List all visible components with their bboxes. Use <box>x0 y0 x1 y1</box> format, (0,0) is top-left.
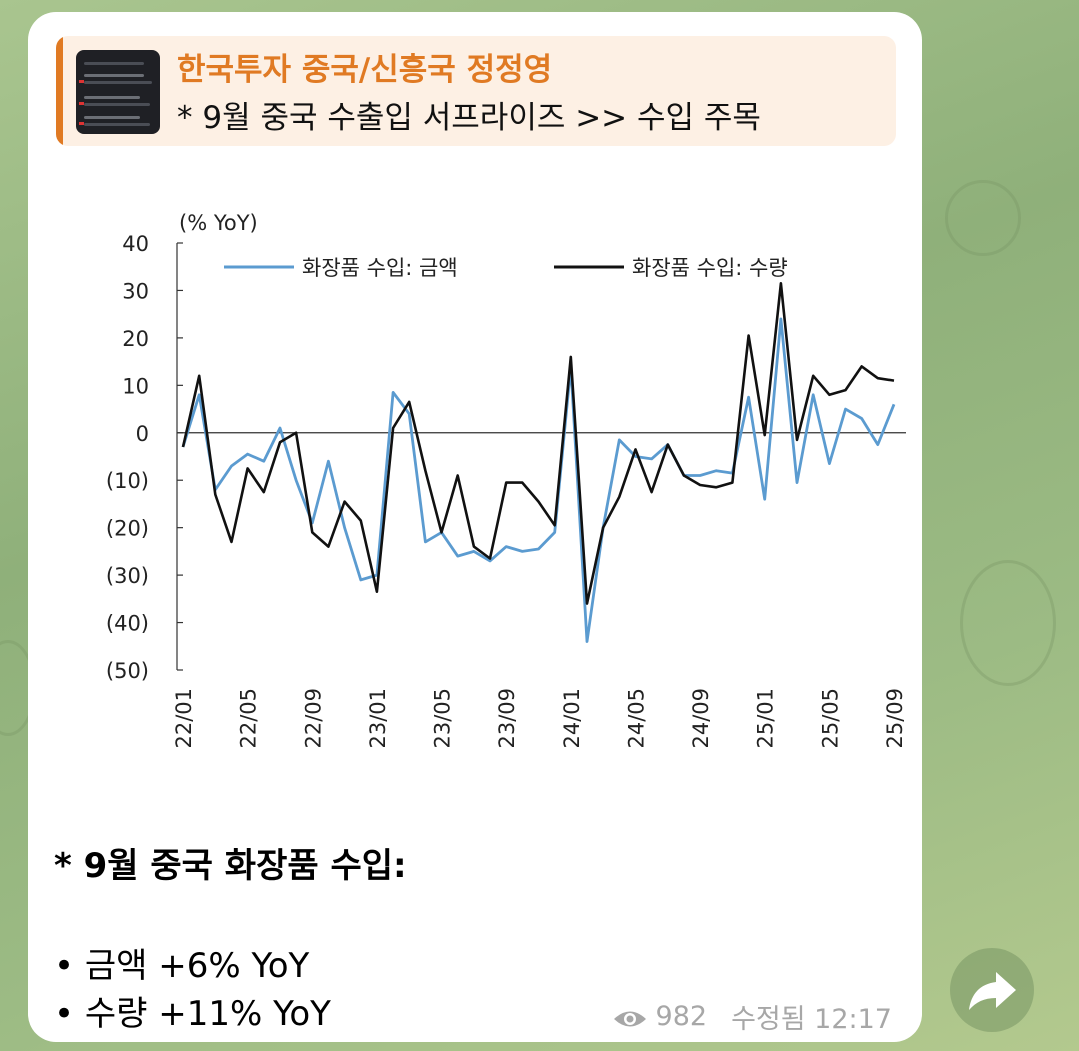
x-tick-label: 23/05 <box>431 688 455 749</box>
message-heading: * 9월 중국 화장품 수입: <box>54 846 407 886</box>
y-tick-label: 40 <box>122 232 149 256</box>
y-tick-label: (40) <box>106 612 149 636</box>
y-axis: 40 30 20 10 0 (10) (20) (30) (40) (50) <box>106 232 183 683</box>
x-tick-label-group: 22/05 <box>237 688 261 749</box>
x-tick-label: 22/01 <box>172 688 196 749</box>
forward-arrow-icon <box>969 972 1016 1010</box>
reply-preview[interactable]: 한국투자 중국/신흥국 정정영 * 9월 중국 수출입 서프라이즈 >> 수입 … <box>56 36 896 146</box>
reply-subtitle: * 9월 중국 수출입 서프라이즈 >> 수입 주목 <box>177 100 761 136</box>
forward-button[interactable] <box>950 948 1034 1032</box>
bullet-amount: • 금액 +6% YoY <box>54 946 310 986</box>
x-tick-label: 25/05 <box>818 688 842 749</box>
y-tick-label: 10 <box>122 374 149 398</box>
y-tick-label: 20 <box>122 327 149 351</box>
y-tick-label: (50) <box>106 659 149 683</box>
eye-icon <box>612 1006 648 1028</box>
wallpaper-doodle <box>945 180 1021 256</box>
x-tick-label: 23/01 <box>366 688 390 749</box>
x-tick-label-group: 23/05 <box>431 688 455 749</box>
view-count: 982 <box>655 1001 708 1032</box>
x-tick-label-group: 22/09 <box>301 688 325 749</box>
y-tick-label: (20) <box>106 517 149 541</box>
y-tick-label: 30 <box>122 279 149 303</box>
x-tick-label-group: 24/09 <box>689 688 713 749</box>
x-tick-label: 24/09 <box>689 688 713 749</box>
x-tick-label: 22/09 <box>301 688 325 749</box>
x-tick-label-group: 22/01 <box>172 688 196 749</box>
x-tick-label: 25/01 <box>754 688 778 749</box>
bullet-volume: • 수량 +11% YoY <box>54 994 331 1034</box>
y-tick-label: (30) <box>106 564 149 588</box>
line-chart: (% YoY) 40 30 20 10 0 (10) (20) (30) (40) (50) 22… <box>106 211 906 749</box>
x-tick-label: 25/09 <box>883 688 906 749</box>
x-tick-label: 22/05 <box>237 688 261 749</box>
x-tick-label-group: 25/05 <box>818 688 842 749</box>
legend: 화장품 수입: 금액 화장품 수입: 수량 <box>224 256 788 280</box>
legend-label: 화장품 수입: 수량 <box>632 256 788 280</box>
y-tick-label: (10) <box>106 469 149 493</box>
edited-time: 수정됨 12:17 <box>731 1004 892 1035</box>
reply-thumbnail <box>76 50 160 134</box>
legend-label: 화장품 수입: 금액 <box>302 256 458 280</box>
y-axis-label: (% YoY) <box>179 211 258 235</box>
series-line <box>181 317 896 643</box>
y-tick-label: 0 <box>136 422 149 446</box>
x-axis: 22/01 22/05 22/09 23/01 23/05 23/09 24/01 24/05… <box>172 432 906 749</box>
reply-accent-bar <box>56 36 63 146</box>
x-tick-label: 24/05 <box>624 688 648 749</box>
x-tick-label: 24/01 <box>560 688 584 749</box>
x-tick-label-group: 24/01 <box>560 688 584 749</box>
wallpaper-doodle <box>960 560 1056 686</box>
x-tick-label-group: 25/09 <box>883 688 906 749</box>
x-tick-label: 23/09 <box>495 688 519 749</box>
message-meta: 982 수정됨 12:17 <box>612 997 892 1036</box>
x-tick-label-group: 24/05 <box>624 688 648 749</box>
message-bubble: 한국투자 중국/신흥국 정정영 * 9월 중국 수출입 서프라이즈 >> 수입 … <box>28 12 922 1042</box>
reply-title: 한국투자 중국/신흥국 정정영 <box>177 52 553 88</box>
x-tick-label-group: 23/09 <box>495 688 519 749</box>
x-tick-label-group: 23/01 <box>366 688 390 749</box>
series-lines <box>181 282 896 643</box>
x-tick-label-group: 25/01 <box>754 688 778 749</box>
series-line <box>181 282 895 605</box>
